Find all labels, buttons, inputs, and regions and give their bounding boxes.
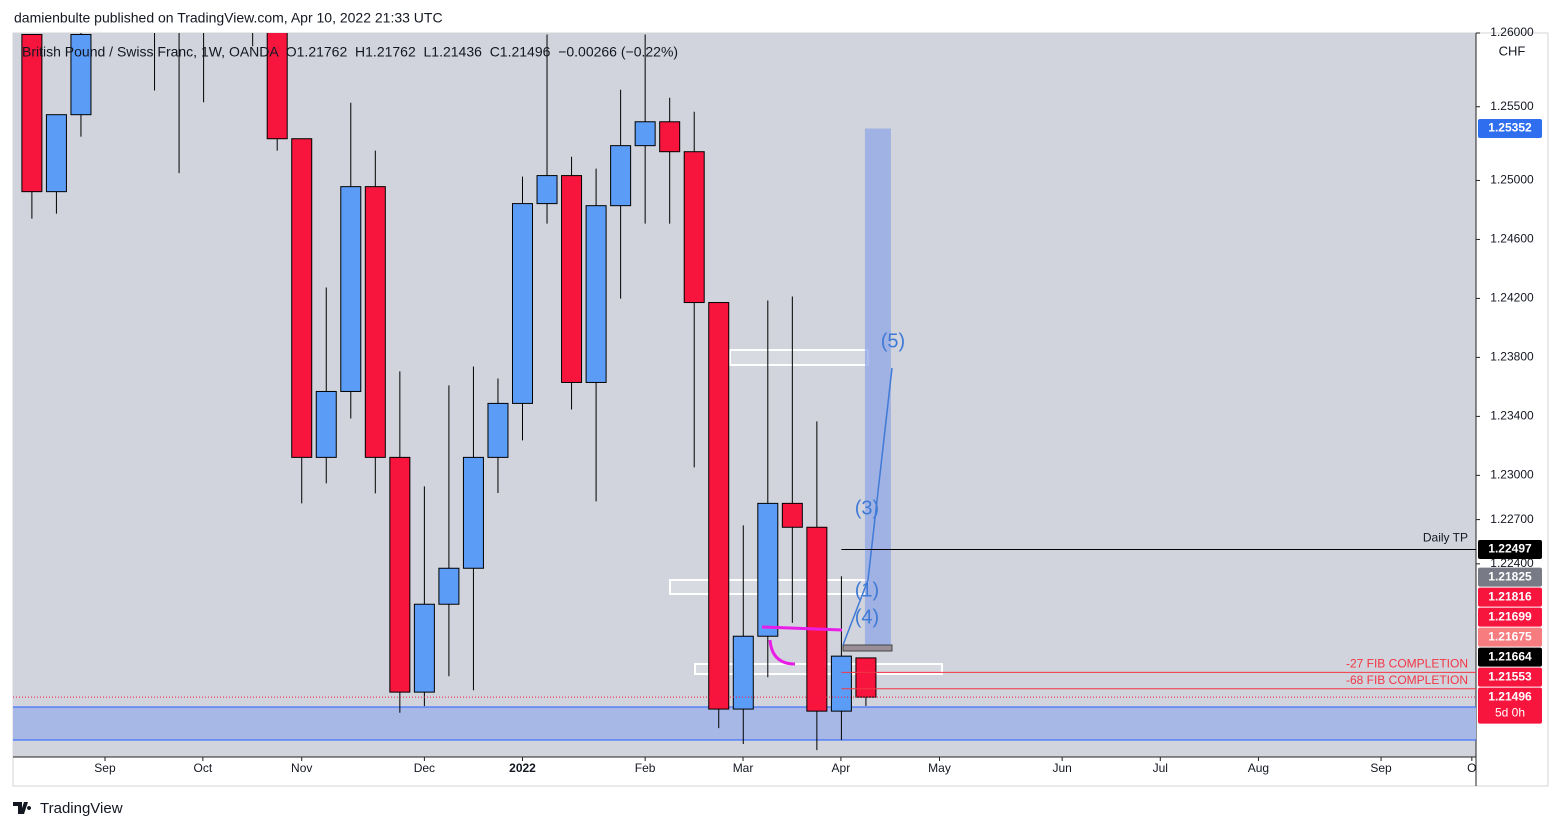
- candle-body: [610, 145, 632, 207]
- footer-brand: TradingView: [40, 800, 123, 817]
- symbol-legend: British Pound / Swiss Franc, 1W, OANDA O…: [22, 44, 678, 60]
- x-tick-label: Dec: [414, 761, 435, 775]
- candle-body: [413, 603, 435, 693]
- candle-body: [21, 33, 43, 193]
- price-badge-label: 1.21699: [1488, 609, 1532, 623]
- y-tick-label: 1.22700: [1490, 512, 1534, 526]
- price-badge-label: 1.21496: [1488, 689, 1532, 703]
- wave-label: (4): [855, 606, 879, 628]
- y-tick-label: 1.25500: [1490, 99, 1534, 113]
- price-badge: [1478, 119, 1542, 139]
- price-badge: [1478, 540, 1542, 560]
- price-badge-label: 1.21825: [1488, 569, 1532, 583]
- published-line: damienbulte published on TradingView.com…: [14, 10, 443, 26]
- price-badge-label: 1.25352: [1488, 121, 1532, 135]
- x-tick-label: 2022: [509, 761, 536, 775]
- x-tick-label: Mar: [733, 761, 754, 775]
- x-tick-label: O: [1467, 761, 1476, 775]
- candle-body: [781, 502, 803, 528]
- white-box: [729, 349, 869, 366]
- x-tick-label: Aug: [1248, 761, 1269, 775]
- x-tick-label: Sep: [1370, 761, 1392, 775]
- candle-body: [585, 205, 607, 383]
- candle-body: [634, 121, 656, 147]
- currency-label: CHF: [1499, 43, 1526, 58]
- logo-mark: [13, 802, 32, 814]
- price-badge: [1478, 667, 1542, 687]
- candle-body: [70, 33, 92, 116]
- x-tick-label: Sep: [94, 761, 116, 775]
- wave-label: (3): [855, 497, 879, 519]
- foreground-drawings: (5) (3) (1) (4): [13, 330, 1476, 698]
- candle-body: [291, 138, 313, 458]
- candle-body: [561, 175, 583, 383]
- x-tick-label: Jul: [1153, 761, 1168, 775]
- magenta-line: [761, 625, 843, 632]
- fib-label: -68 FIB COMPLETION: [1346, 673, 1468, 687]
- y-tick-label: 1.23400: [1490, 409, 1534, 423]
- candle-body: [708, 302, 730, 710]
- candle-body: [830, 655, 852, 712]
- candle-body: [340, 186, 362, 392]
- demand-zone: [13, 707, 1476, 740]
- candle-body: [45, 114, 67, 193]
- price-badge-label: 1.21664: [1488, 649, 1532, 663]
- candle-body: [315, 390, 337, 458]
- price-badge-label: 1.21553: [1488, 669, 1532, 683]
- price-badge-label: 1.21816: [1488, 589, 1532, 603]
- candle-body: [266, 33, 288, 140]
- candle-body: [683, 151, 705, 304]
- price-badge: [1478, 647, 1542, 667]
- price-badge: [1478, 627, 1542, 647]
- wave-path: [842, 367, 893, 646]
- y-tick-label: 1.23800: [1490, 350, 1534, 364]
- candle-body: [757, 502, 779, 637]
- candle-body: [536, 175, 558, 205]
- candle-body: [511, 203, 533, 404]
- price-badge: [1478, 607, 1542, 627]
- x-tick-label: Oct: [194, 761, 213, 775]
- countdown-label: 5d 0h: [1495, 705, 1525, 719]
- price-badge: [1478, 687, 1542, 724]
- y-tick-label: 1.26000: [1490, 25, 1534, 39]
- y-tick-label: 1.23000: [1490, 468, 1534, 482]
- y-tick-label: 1.25000: [1490, 173, 1534, 187]
- candle-body: [855, 657, 877, 698]
- y-tick-label: 1.24600: [1490, 232, 1534, 246]
- entry-box: [842, 644, 893, 652]
- candle-body: [364, 186, 386, 458]
- x-tick-label: Apr: [832, 761, 851, 775]
- price-badge-label: 1.22497: [1488, 542, 1532, 556]
- fib-label: -27 FIB COMPLETION: [1346, 657, 1468, 671]
- wave-label: (1): [855, 579, 879, 601]
- x-tick-label: May: [928, 761, 951, 775]
- candle-body: [462, 456, 484, 569]
- candle-body: [487, 402, 509, 458]
- x-tick-label: Jun: [1052, 761, 1071, 775]
- candles: [21, 33, 877, 751]
- magenta-curve: [768, 639, 796, 666]
- price-badge: [1478, 587, 1542, 607]
- y-tick-label: 1.24200: [1490, 291, 1534, 305]
- daily-tp-label: Daily TP: [1423, 531, 1468, 545]
- y-tick-label: 1.22400: [1490, 556, 1534, 570]
- candle-body: [806, 526, 828, 712]
- candle-body: [438, 567, 460, 605]
- candle-body: [659, 121, 681, 153]
- candle-body: [389, 456, 411, 693]
- price-badge-label: 1.21675: [1488, 629, 1532, 643]
- tradingview-logo: TradingView: [13, 800, 123, 817]
- price-badge: [1478, 567, 1542, 587]
- x-tick-label: Feb: [635, 761, 656, 775]
- candle-body: [732, 635, 754, 710]
- x-tick-label: Nov: [291, 761, 312, 775]
- wave-label: (5): [881, 330, 905, 352]
